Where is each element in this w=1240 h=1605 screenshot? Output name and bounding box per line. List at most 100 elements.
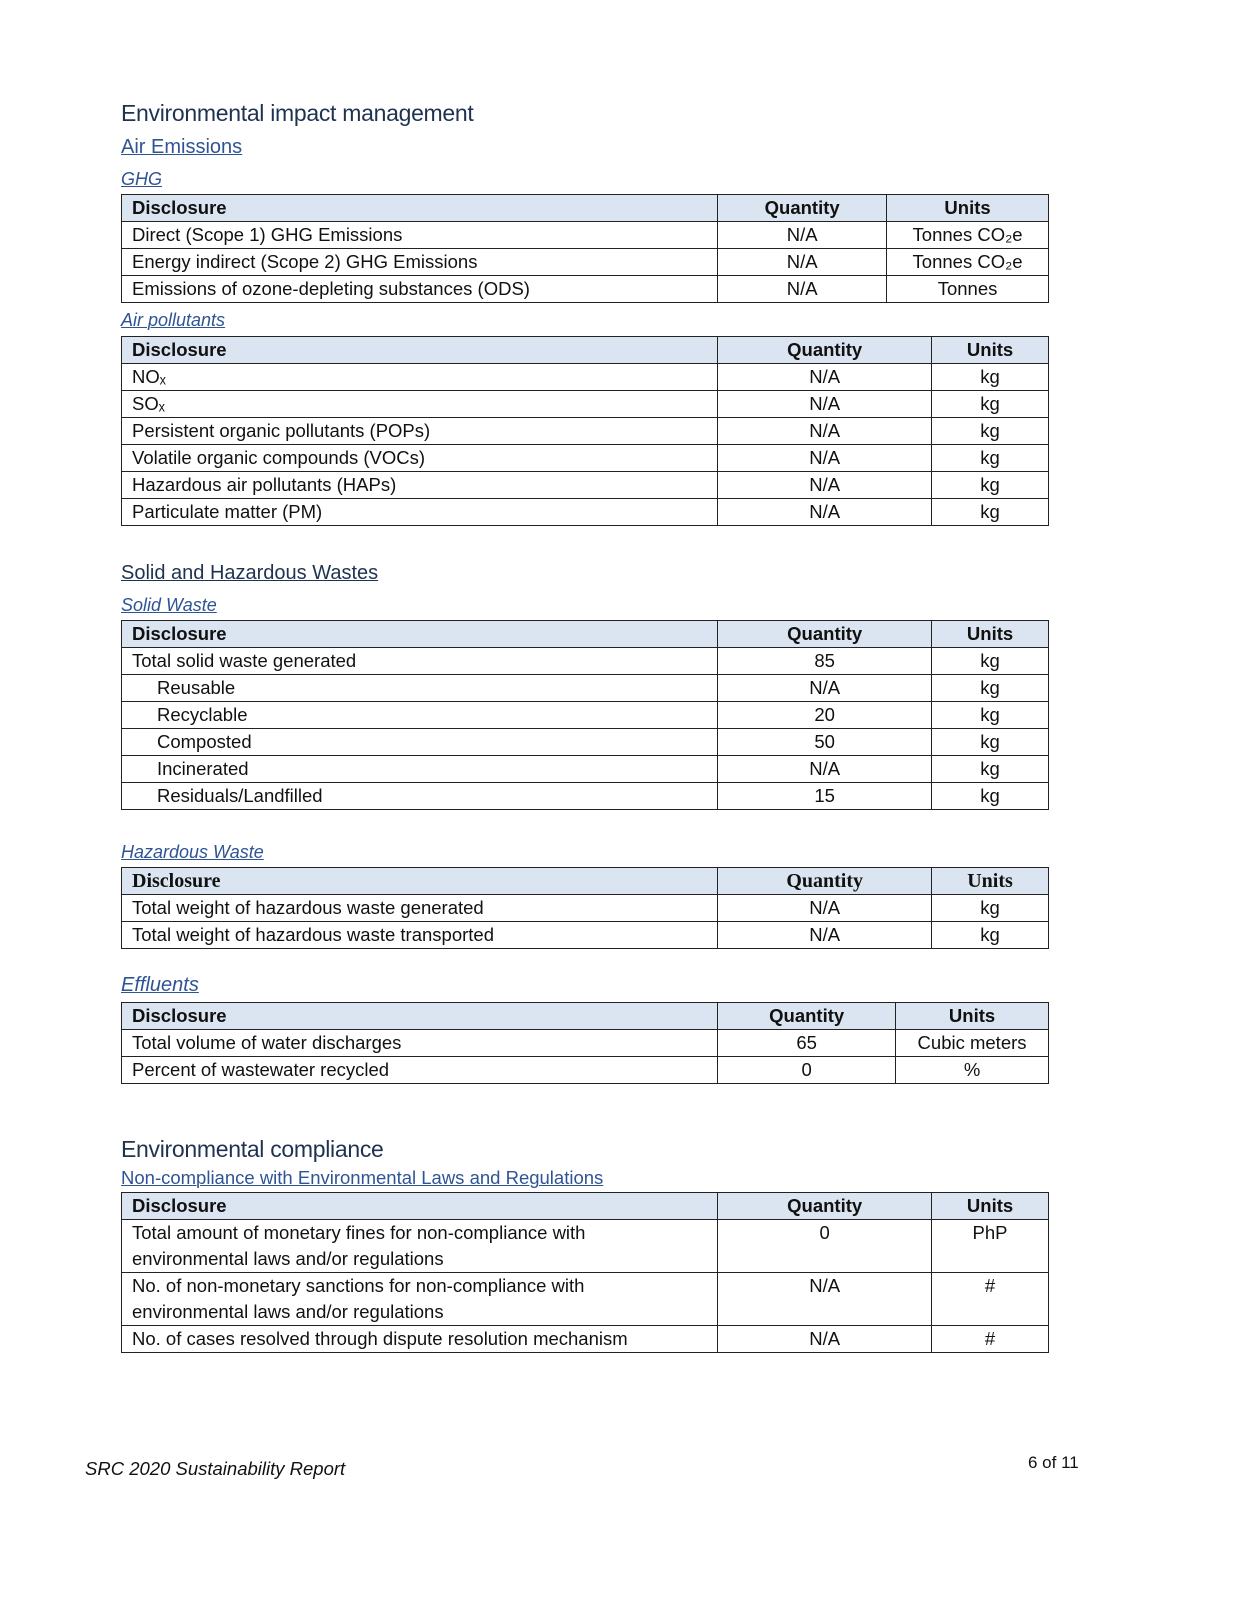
header-disclosure: Disclosure	[120, 194, 719, 222]
disclosure-cell: Total volume of water discharges	[120, 1029, 719, 1057]
solid-hazardous-wastes-heading: Solid and Hazardous Wastes	[121, 562, 379, 584]
units-cell: kg	[931, 471, 1049, 499]
quantity-cell: N/A	[717, 221, 888, 249]
compliance-table: Disclosure Quantity Units Total amount of m…	[120, 1192, 1049, 1353]
table-row: Total weight of hazardous waste transpor…	[120, 921, 1049, 949]
units-cell: %	[895, 1056, 1049, 1084]
table-row: No. of non-monetary sanctions for non-co…	[120, 1272, 1049, 1326]
units-cell: kg	[931, 498, 1049, 526]
header-disclosure: Disclosure	[120, 1002, 719, 1030]
hazardous-waste-caption: Hazardous Waste	[121, 842, 264, 862]
table-header-row: Disclosure Quantity Units	[120, 1192, 1049, 1220]
units-cell: #	[931, 1325, 1049, 1353]
units-cell: kg	[931, 782, 1049, 810]
quantity-cell: 0	[717, 1056, 897, 1084]
quantity-cell: N/A	[717, 921, 933, 949]
disclosure-cell: Volatile organic compounds (VOCs)	[120, 444, 719, 472]
table-row: SOₓ N/A kg	[120, 390, 1049, 418]
disclosure-cell: Composted	[120, 728, 719, 756]
table-row: Incinerated N/A kg	[120, 755, 1049, 783]
header-disclosure: Disclosure	[120, 620, 719, 648]
header-quantity: Quantity	[717, 1192, 933, 1220]
table-row: Total amount of monetary fines for non-c…	[120, 1219, 1049, 1273]
disclosure-cell: SOₓ	[120, 390, 719, 418]
quantity-cell: N/A	[717, 471, 933, 499]
header-units: Units	[931, 336, 1049, 364]
table-row: Composted 50 kg	[120, 728, 1049, 756]
table-row: Energy indirect (Scope 2) GHG Emissions N…	[120, 248, 1049, 276]
units-cell: kg	[931, 647, 1049, 675]
disclosure-cell: Total weight of hazardous waste generate…	[120, 894, 719, 922]
table-row: Total solid waste generated 85 kg	[120, 647, 1049, 675]
units-cell: kg	[931, 701, 1049, 729]
table-header-row: Disclosure Quantity Units	[120, 194, 1049, 222]
quantity-cell: 0	[717, 1219, 933, 1273]
non-compliance-caption: Non-compliance with Environmental Laws a…	[121, 1167, 604, 1188]
table-header-row: Disclosure Quantity Units	[120, 620, 1049, 648]
table-header-row: Disclosure Quantity Units	[120, 1002, 1049, 1030]
table-row: Residuals/Landfilled 15 kg	[120, 782, 1049, 810]
units-cell: kg	[931, 894, 1049, 922]
quantity-cell: 65	[717, 1029, 897, 1057]
table-row: Percent of wastewater recycled 0%	[120, 1056, 1049, 1084]
table-row: Direct (Scope 1) GHG Emissions N/A Tonnes …	[120, 221, 1049, 249]
air-emissions-heading: Air Emissions	[121, 136, 243, 158]
table-header-row: Disclosure Quantity Units	[120, 336, 1049, 364]
units-cell: kg	[931, 417, 1049, 445]
quantity-cell: N/A	[717, 275, 888, 303]
solid-waste-caption: Solid Waste	[121, 595, 217, 615]
disclosure-cell: No. of non-monetary sanctions for non-co…	[120, 1272, 719, 1326]
header-quantity: Quantity	[717, 336, 933, 364]
table-row: Emissions of ozone-depleting substances …	[120, 275, 1049, 303]
units-cell: kg	[931, 444, 1049, 472]
ghg-caption: GHG	[121, 169, 163, 189]
header-quantity: Quantity	[717, 867, 933, 895]
quantity-cell: N/A	[717, 498, 933, 526]
page-title: Environmental impact management	[121, 100, 474, 126]
disclosure-cell: Percent of wastewater recycled	[120, 1056, 719, 1084]
environmental-compliance-heading: Environmental compliance	[121, 1136, 384, 1162]
header-units: Units	[931, 1192, 1049, 1220]
quantity-cell: N/A	[717, 390, 933, 418]
quantity-cell: N/A	[717, 894, 933, 922]
table-row: Particulate matter (PM) N/A kg	[120, 498, 1049, 526]
disclosure-cell: Emissions of ozone-depleting substances …	[120, 275, 719, 303]
header-disclosure: Disclosure	[120, 1192, 719, 1220]
header-disclosure: Disclosure	[120, 336, 719, 364]
disclosure-cell: Incinerated	[120, 755, 719, 783]
table-row: Total volume of water discharges 65 Cubic …	[120, 1029, 1049, 1057]
air-pollutants-table: Disclosure Quantity Units NOₓ N/A kg SOₓ N/A kg P…	[120, 336, 1049, 526]
disclosure-cell: Persistent organic pollutants (POPs)	[120, 417, 719, 445]
units-cell: Tonnes CO₂e	[886, 248, 1049, 276]
disclosure-cell: Direct (Scope 1) GHG Emissions	[120, 221, 719, 249]
quantity-cell: N/A	[717, 1325, 933, 1353]
disclosure-cell: NOₓ	[120, 363, 719, 391]
table-row: NOₓ N/A kg	[120, 363, 1049, 391]
table-row: No. of cases resolved through dispute re…	[120, 1325, 1049, 1353]
quantity-cell: 15	[717, 782, 933, 810]
table-row: Recyclable 20 kg	[120, 701, 1049, 729]
effluents-table: Disclosure Quantity Units Total volume of w…	[120, 1002, 1049, 1084]
quantity-cell: N/A	[717, 755, 933, 783]
solid-waste-table: Disclosure Quantity Units Total solid waste…	[120, 620, 1049, 810]
table-row: Volatile organic compounds (VOCs) N/A kg	[120, 444, 1049, 472]
quantity-cell: N/A	[717, 417, 933, 445]
table-row: Hazardous air pollutants (HAPs) N/A kg	[120, 471, 1049, 499]
quantity-cell: N/A	[717, 1272, 933, 1326]
footer-page-number: 6 of 11	[1028, 1453, 1079, 1472]
table-row: Total weight of hazardous waste generate…	[120, 894, 1049, 922]
table-row: Persistent organic pollutants (POPs) N/A k…	[120, 417, 1049, 445]
disclosure-cell: Total solid waste generated	[120, 647, 719, 675]
header-quantity: Quantity	[717, 620, 933, 648]
units-cell: kg	[931, 674, 1049, 702]
footer-report-name: SRC 2020 Sustainability Report	[85, 1458, 346, 1479]
units-cell: kg	[931, 755, 1049, 783]
disclosure-cell: Energy indirect (Scope 2) GHG Emissions	[120, 248, 719, 276]
header-units: Units	[895, 1002, 1049, 1030]
units-cell: kg	[931, 390, 1049, 418]
disclosure-cell: Particulate matter (PM)	[120, 498, 719, 526]
units-cell: kg	[931, 363, 1049, 391]
header-units: Units	[931, 620, 1049, 648]
air-pollutants-caption: Air pollutants	[121, 310, 226, 330]
units-cell: kg	[931, 921, 1049, 949]
